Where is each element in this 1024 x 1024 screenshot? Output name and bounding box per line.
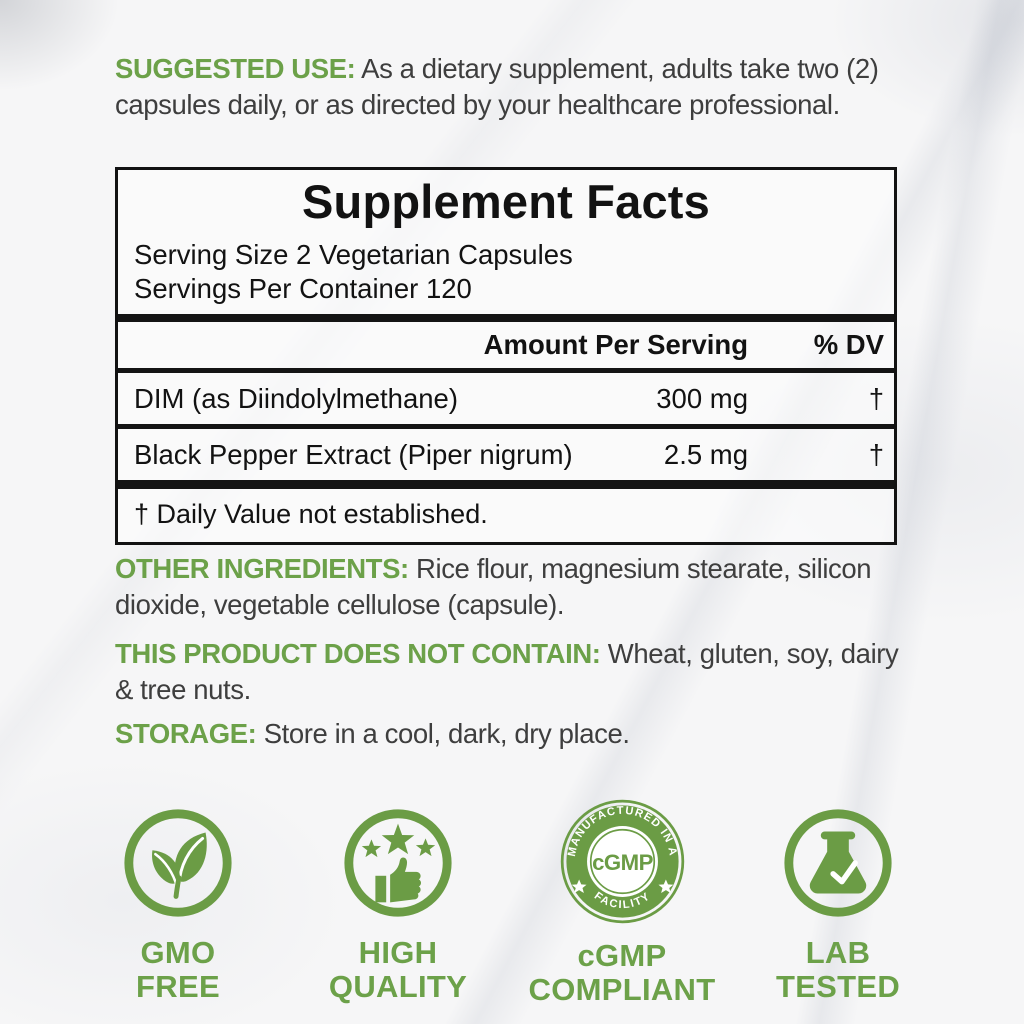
ingredient-name: DIM (as Diindolylmethane) — [134, 382, 458, 414]
badge-high-quality: HIGH QUALITY — [298, 804, 498, 1004]
storage-paragraph: STORAGE: Store in a cool, dark, dry plac… — [115, 716, 901, 752]
suggested-use-text: As a dietary supplement, adults take two… — [115, 53, 879, 120]
badge-label-line1: LAB — [805, 935, 871, 970]
table-row: DIM (as Diindolylmethane) 300 mg † — [118, 373, 894, 424]
does-not-contain-label: THIS PRODUCT DOES NOT CONTAIN: — [115, 638, 601, 669]
ingredient-dv: † — [868, 438, 884, 470]
cgmp-seal-icon: MANUFACTURED IN A FACILITY cGMP — [559, 799, 686, 929]
col-percent-dv: % DV — [813, 329, 884, 360]
badge-label-line2: TESTED — [775, 969, 901, 1004]
supplement-facts-title: Supplement Facts — [301, 175, 710, 228]
other-ingredients-label: OTHER INGREDIENTS: — [115, 553, 409, 584]
lab-flask-icon — [779, 809, 897, 926]
thumbs-up-stars-icon — [339, 809, 457, 926]
storage-text: Store in a cool, dark, dry place. — [256, 718, 630, 749]
does-not-contain-text: Wheat, gluten, soy, dairy & tree nuts. — [115, 638, 899, 705]
seal-center-text: cGMP — [592, 850, 654, 875]
supplement-facts-panel: Supplement Facts Serving Size 2 Vegetari… — [115, 167, 897, 545]
ingredient-amount: 300 mg — [656, 382, 748, 414]
badge-lab-tested: LAB TESTED — [738, 804, 938, 1004]
divider-thick — [118, 314, 894, 322]
ingredient-dv: † — [868, 382, 884, 414]
badge-cgmp-compliant: MANUFACTURED IN A FACILITY cGMP cGMP COM… — [522, 798, 722, 1007]
dv-footnote: † Daily Value not established. — [134, 499, 488, 529]
badge-label-line2: QUALITY — [328, 969, 468, 1004]
badge-label-line2: COMPLIANT — [528, 972, 716, 1007]
badge-label-line1: GMO — [140, 935, 216, 970]
servings-per-container: Servings Per Container 120 — [134, 272, 472, 304]
facts-header-row: Amount Per Serving % DV — [118, 322, 894, 368]
ingredient-amount: 2.5 mg — [663, 438, 748, 470]
does-not-contain-paragraph: THIS PRODUCT DOES NOT CONTAIN: Wheat, gl… — [115, 636, 901, 708]
badge-gmo-free: GMO FREE — [78, 804, 278, 1004]
divider-medium — [118, 368, 894, 373]
divider-medium — [118, 424, 894, 429]
suggested-use-label: SUGGESTED USE: — [115, 53, 356, 84]
col-amount-per-serving: Amount Per Serving — [483, 329, 748, 360]
divider-thick — [118, 480, 894, 489]
badge-label-line1: cGMP — [577, 938, 667, 973]
ingredient-name: Black Pepper Extract (Piper nigrum) — [134, 438, 573, 470]
badge-label-line1: HIGH — [358, 935, 438, 970]
table-row: Black Pepper Extract (Piper nigrum) 2.5 … — [118, 429, 894, 480]
badge-label-line2: FREE — [136, 969, 220, 1004]
other-ingredients-paragraph: OTHER INGREDIENTS: Rice flour, magnesium… — [115, 551, 901, 623]
other-ingredients-text: Rice flour, magnesium stearate, silicon … — [115, 553, 872, 620]
storage-label: STORAGE: — [115, 718, 257, 749]
serving-size: Serving Size 2 Vegetarian Capsules — [134, 239, 573, 270]
suggested-use-paragraph: SUGGESTED USE: As a dietary supplement, … — [115, 51, 901, 123]
gmo-free-leaf-icon — [119, 809, 237, 926]
